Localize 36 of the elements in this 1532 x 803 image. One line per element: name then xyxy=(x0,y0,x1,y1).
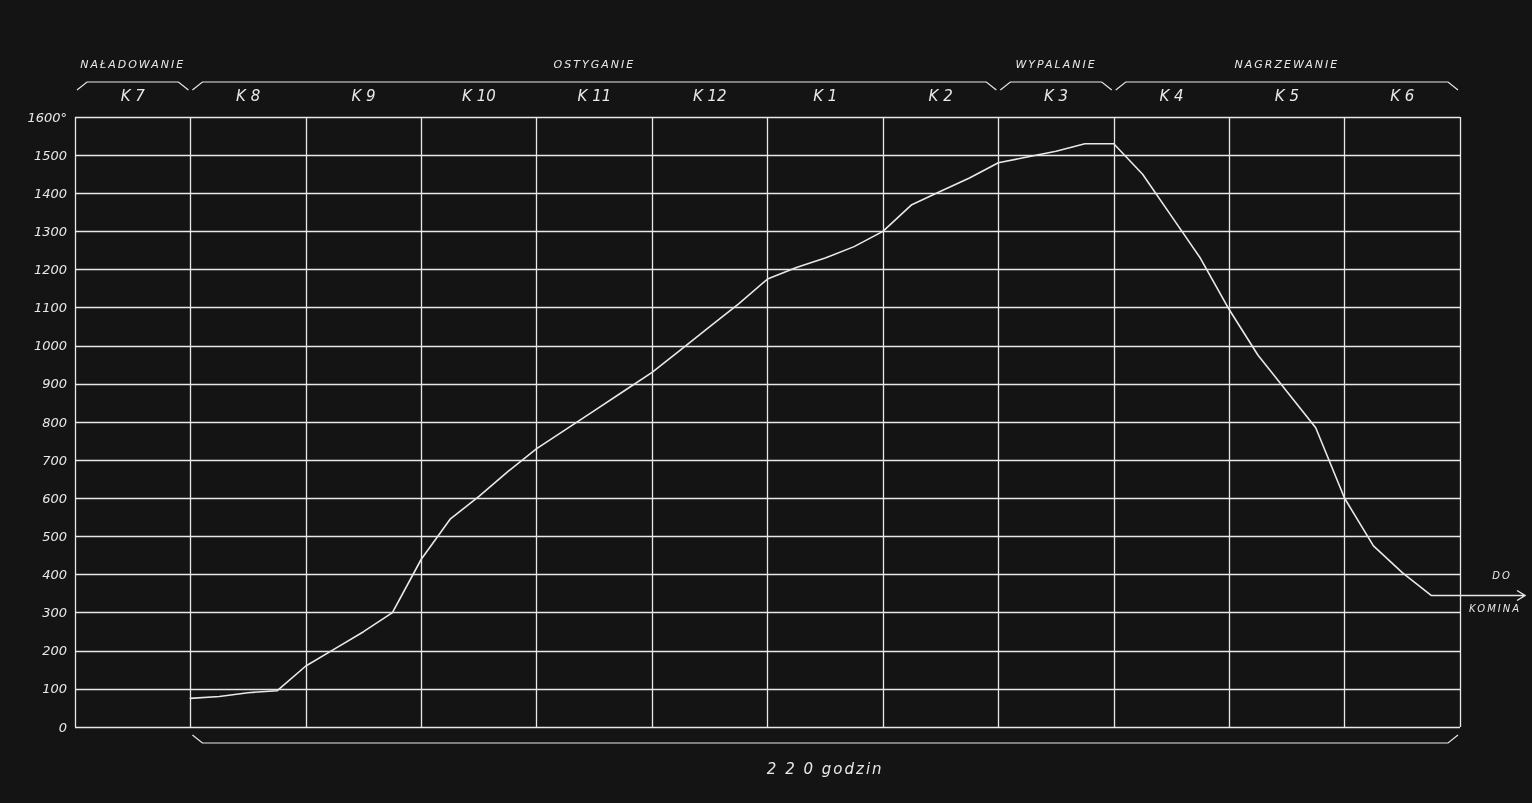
y-tick-label: 0 xyxy=(58,719,67,735)
text: NAŁADOWANIE xyxy=(80,58,186,71)
text: KOMINA xyxy=(1468,603,1522,615)
text: NAGRZEWANIE xyxy=(1234,58,1340,71)
y-tick-label: 1100 xyxy=(33,300,67,316)
x-tick-label: K 10 xyxy=(462,86,496,105)
x-tick-label: K 2 xyxy=(928,86,953,105)
x-tick-label: K 5 xyxy=(1274,86,1299,105)
text: 2 2 0 godzin xyxy=(766,760,884,778)
y-tick-label: 1500 xyxy=(33,147,67,163)
text: DO xyxy=(1492,570,1512,582)
y-tick-label: 500 xyxy=(42,528,67,544)
x-tick-label: K 4 xyxy=(1159,86,1184,105)
y-tick-label: 1000 xyxy=(33,338,67,354)
x-tick-label: K 1 xyxy=(813,86,838,105)
x-tick-label: K 6 xyxy=(1390,86,1415,105)
y-tick-label: 1400 xyxy=(33,185,67,201)
y-tick-label: 1600° xyxy=(27,109,67,125)
y-tick-label: 800 xyxy=(42,414,67,430)
y-tick-label: 300 xyxy=(42,605,67,621)
y-tick-label: 900 xyxy=(42,376,67,392)
y-tick-label: 1200 xyxy=(33,262,67,277)
x-tick-label: K 7 xyxy=(120,86,146,105)
y-tick-label: 700 xyxy=(42,452,67,468)
y-tick-label: 1300 xyxy=(33,223,67,239)
x-tick-label: K 8 xyxy=(236,86,261,105)
y-tick-label: 100 xyxy=(42,681,67,697)
x-tick-label: K 3 xyxy=(1043,86,1069,105)
y-tick-label: 200 xyxy=(42,643,67,659)
y-tick-label: 400 xyxy=(42,567,67,582)
text: WYPALANIE xyxy=(1015,58,1097,71)
x-tick-label: K 9 xyxy=(351,86,376,105)
x-tick-label: K 12 xyxy=(692,86,727,105)
x-tick-label: K 11 xyxy=(577,86,612,105)
text: OSTYGANIE xyxy=(553,58,636,71)
y-tick-label: 600 xyxy=(42,490,67,506)
